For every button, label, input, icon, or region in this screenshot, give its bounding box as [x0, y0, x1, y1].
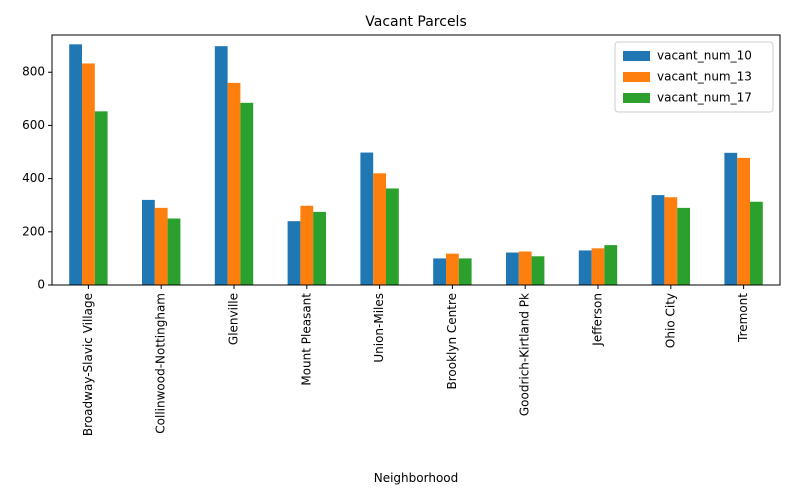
bar-vacant_num_13-3	[300, 205, 314, 285]
legend-label-vacant_num_10: vacant_num_10	[657, 49, 752, 63]
bar-vacant_num_13-5	[446, 253, 459, 285]
x-tick-label: Jefferson	[591, 293, 605, 347]
x-tick-label: Mount Pleasant	[299, 293, 313, 386]
bar-vacant_num_10-0	[69, 44, 82, 286]
x-tick-label: Brooklyn Centre	[445, 293, 459, 390]
bar-vacant_num_17-3	[313, 211, 326, 285]
legend-swatch-vacant_num_17	[623, 93, 650, 103]
bar-vacant_num_17-7	[604, 245, 618, 285]
legend-label-vacant_num_17: vacant_num_17	[657, 91, 752, 105]
bar-vacant_num_10-7	[578, 250, 592, 285]
bar-vacant_num_13-8	[664, 197, 678, 285]
y-tick-label: 600	[22, 118, 45, 132]
x-tick-label: Glenville	[227, 293, 241, 345]
x-tick-label: Broadway-Slavic Village	[81, 293, 95, 436]
bar-vacant_num_13-9	[737, 157, 750, 285]
bar-vacant_num_10-3	[287, 221, 301, 285]
y-axis-ticks: 0 200 400 600 800	[22, 65, 52, 292]
legend-label-vacant_num_13: vacant_num_13	[657, 70, 752, 84]
legend-swatch-vacant_num_10	[623, 51, 650, 61]
bar-vacant_num_10-6	[506, 252, 519, 285]
x-tick-label: Tremont	[736, 293, 750, 343]
bar-vacant_num_10-4	[360, 152, 374, 285]
legend-box	[614, 41, 774, 113]
bar-vacant_num_17-2	[240, 102, 254, 285]
bar-vacant_num_17-4	[386, 188, 399, 285]
chart-title: Vacant Parcels	[365, 14, 467, 30]
x-axis-ticks: Broadway-Slavic Village Collinwood-Nottin…	[81, 285, 750, 436]
bar-vacant_num_13-6	[518, 251, 532, 285]
bar-vacant_num_13-0	[82, 63, 95, 286]
bar-vacant_num_17-0	[94, 111, 108, 285]
bars-group	[69, 44, 763, 286]
bar-vacant_num_10-1	[142, 199, 155, 285]
x-tick-label: Collinwood-Nottingham	[154, 293, 168, 434]
bar-vacant_num_10-9	[724, 152, 738, 285]
x-tick-label: Union-Miles	[372, 293, 386, 363]
bar-vacant_num_10-5	[433, 258, 446, 285]
bar-vacant_num_17-1	[167, 218, 181, 285]
bar-vacant_num_17-8	[677, 207, 690, 285]
bar-vacant_num_13-2	[227, 82, 241, 285]
x-axis-title: Neighborhood	[374, 471, 459, 485]
bar-vacant_num_17-5	[458, 258, 472, 285]
bar-vacant_num_13-7	[591, 248, 605, 285]
bar-vacant_num_17-6	[531, 256, 545, 285]
plot-frame	[51, 34, 781, 286]
y-tick-label: 400	[22, 171, 45, 185]
y-tick-label: 200	[22, 224, 45, 238]
legend: vacant_num_10 vacant_num_13 vacant_num_17	[614, 41, 774, 113]
x-tick-label: Ohio City	[663, 293, 677, 348]
bar-vacant_num_10-8	[651, 195, 665, 285]
bar-vacant_num_10-2	[214, 46, 228, 285]
x-tick-label: Goodrich-Kirtland Pk	[518, 293, 532, 416]
y-tick-label: 800	[22, 65, 45, 79]
bar-vacant_num_13-4	[373, 173, 386, 285]
legend-swatch-vacant_num_13	[623, 72, 650, 82]
y-tick-label: 0	[37, 278, 45, 292]
bar-vacant_num_13-1	[154, 207, 168, 285]
bar-vacant_num_17-9	[750, 201, 763, 285]
